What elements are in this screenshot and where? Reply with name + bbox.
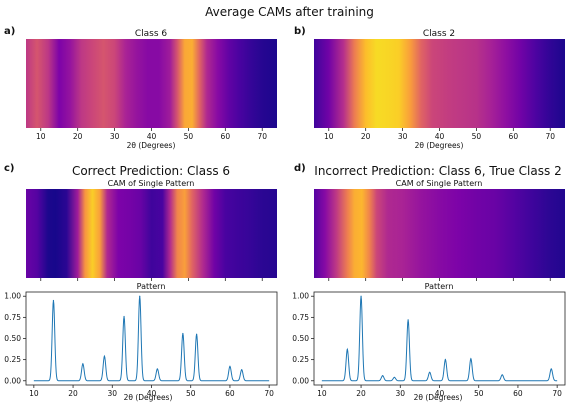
panel-d-pattern-peak-point (429, 371, 431, 373)
panel-d-pattern-peak-point (382, 375, 384, 377)
panel-c-pattern-peak-point (241, 369, 243, 371)
panel-d-pattern-peak-point (444, 359, 446, 361)
panel-d-pattern-xtick-label: 70 (552, 389, 562, 398)
panel-c-pattern-xtick-label: 40 (147, 389, 157, 398)
panel-d-pattern-peak-point (407, 319, 409, 321)
panel-c-pattern-peak-point (196, 333, 198, 335)
panel-a-xtick-label: 30 (110, 132, 120, 141)
panel-a-title: Class 6 (135, 29, 168, 39)
panel-c-pattern-peak-point (182, 332, 184, 335)
panel-d-pattern-ytick-label: 0.00 (292, 376, 309, 385)
panel-a-heatmap: 10 20 30 40 50 60 70 (26, 39, 277, 141)
panel-c-xlabel: 2θ (Degrees) (124, 393, 173, 402)
panel-c-suptitle: Correct Prediction: Class 6 (72, 164, 230, 178)
panel-a-xlabel: 2θ (Degrees) (127, 141, 176, 150)
panel-c-pattern-ytick-label: 0.00 (4, 376, 21, 385)
panel-d-pattern-peak-point (470, 358, 472, 360)
panel-c-pattern-ytick-label: 0.75 (4, 313, 21, 322)
panel-d-cam-cam-band (314, 189, 565, 278)
panel-a-xtick-label: 70 (257, 132, 267, 141)
panel-d-xlabel: 2θ (Degrees) (414, 393, 463, 402)
panel-c-pattern-ytick-label: 0.25 (4, 355, 21, 364)
panel-c-pattern-peak-point (52, 299, 55, 302)
figure-title: Average CAMs after training (205, 5, 374, 19)
panel-c-cam-heatmap (26, 189, 277, 281)
panel-d-pattern-xtick-label: 60 (513, 389, 523, 398)
panel-a-xtick-label: 60 (221, 132, 231, 141)
panel-b-xlabel: 2θ (Degrees) (415, 141, 464, 150)
panel-c-pattern-ytick-label: 0.50 (4, 334, 21, 343)
panel-b-xtick-label: 70 (545, 132, 555, 141)
panel-b-title: Class 2 (423, 29, 455, 39)
panel-a-xtick-label: 10 (36, 132, 46, 141)
panel-b-xtick-label: 40 (435, 132, 445, 141)
panel-d-pattern-xtick-label: 30 (396, 389, 406, 398)
panel-c-pattern-peak-point (82, 363, 84, 365)
panel-c-pattern-peak-point (103, 355, 106, 357)
panel-c-pattern-ytick-label: 1.00 (4, 292, 21, 301)
panel-a-xtick-label: 50 (184, 132, 194, 141)
panel-d-pattern-xtick-label: 40 (435, 389, 445, 398)
panel-b-xtick-label: 20 (361, 132, 371, 141)
panel-c-pattern-peak-point (139, 295, 141, 297)
panel-b-cam-band (314, 39, 565, 128)
panel-label-a: a) (4, 26, 15, 37)
panel-c-pattern-xtick-label: 60 (225, 389, 235, 398)
panel-c-pattern-peak-point (123, 315, 125, 318)
panel-d-pattern-ytick-label: 0.75 (292, 313, 309, 322)
panel-d-pattern-peak-point (501, 374, 503, 376)
panel-a-xtick-label: 40 (147, 132, 157, 141)
panel-d-pattern-xtick-label: 50 (474, 389, 484, 398)
panel-b-xtick-label: 30 (398, 132, 408, 141)
panel-d-pattern-peak-point (393, 376, 395, 378)
panel-b-xtick-label: 60 (509, 132, 519, 141)
panel-d-cam-title: CAM of Single Pattern (396, 179, 483, 188)
panel-b-heatmap: 10 20 30 40 50 60 70 (314, 39, 565, 141)
panel-d-pattern-peak-point (550, 368, 552, 370)
panel-d-pattern-plot: 0.00 0.25 0.50 0.75 1.00 10 20 30 40 50 60 70 (292, 291, 566, 398)
panel-c-pattern-xtick-label: 50 (186, 389, 196, 398)
panel-d-pattern-peak-point (360, 295, 362, 297)
panel-c-pattern-title: Pattern (137, 282, 166, 291)
panel-c-cam-title: CAM of Single Pattern (108, 179, 195, 188)
panel-b-xtick-label: 50 (472, 132, 482, 141)
panel-a-cam-band (26, 39, 277, 128)
panel-label-d: d) (294, 163, 306, 174)
panel-d-pattern-frame (313, 291, 566, 386)
panel-d-suptitle: Incorrect Prediction: Class 6, True Clas… (314, 164, 561, 178)
panel-d-pattern-peak-point (346, 348, 348, 351)
panel-c-cam-cam-band (26, 189, 277, 278)
panel-label-c: c) (4, 163, 15, 174)
panel-c-pattern-peak-point (156, 368, 158, 370)
panel-c-pattern-xtick-label: 30 (108, 389, 118, 398)
panel-a-xtick-label: 20 (73, 132, 83, 141)
panel-label-b: b) (294, 26, 306, 37)
panel-c-pattern-peak-point (229, 365, 231, 367)
panel-d-pattern-ytick-label: 0.25 (292, 355, 309, 364)
panel-d-pattern-ytick-label: 0.50 (292, 334, 309, 343)
panel-c-pattern-xtick-label: 10 (29, 389, 39, 398)
panel-c-pattern-plot: 0.00 0.25 0.50 0.75 1.00 10 20 30 40 50 60 70 (4, 291, 278, 398)
panel-b-xtick-label: 10 (324, 132, 334, 141)
panel-d-cam-heatmap (314, 189, 565, 281)
panel-d-pattern-title: Pattern (425, 282, 454, 291)
panel-c-pattern-frame (25, 291, 278, 386)
panel-d-pattern-ytick-label: 1.00 (292, 292, 309, 301)
panel-c-pattern-xtick-label: 70 (264, 389, 274, 398)
panel-d-pattern-xtick-label: 10 (317, 389, 327, 398)
panel-d-pattern-xtick-label: 20 (356, 389, 366, 398)
panel-c-pattern-xtick-label: 20 (68, 389, 78, 398)
